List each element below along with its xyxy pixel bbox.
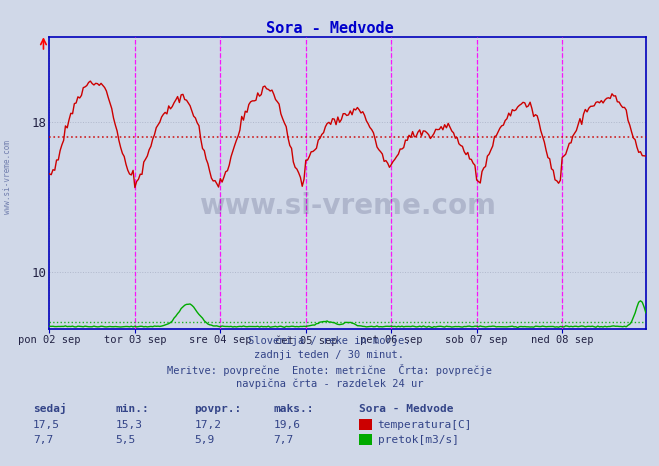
Text: temperatura[C]: temperatura[C]: [378, 420, 472, 430]
Text: 7,7: 7,7: [273, 435, 294, 445]
Text: zadnji teden / 30 minut.: zadnji teden / 30 minut.: [254, 350, 405, 360]
Text: 5,9: 5,9: [194, 435, 215, 445]
Text: 19,6: 19,6: [273, 420, 301, 430]
Text: maks.:: maks.:: [273, 404, 314, 414]
Text: Sora - Medvode: Sora - Medvode: [266, 21, 393, 36]
Text: Sora - Medvode: Sora - Medvode: [359, 404, 453, 414]
Text: www.si-vreme.com: www.si-vreme.com: [3, 140, 13, 214]
Text: pretok[m3/s]: pretok[m3/s]: [378, 435, 459, 445]
Text: 17,5: 17,5: [33, 420, 60, 430]
Text: sedaj: sedaj: [33, 404, 67, 414]
Text: 17,2: 17,2: [194, 420, 221, 430]
Text: 5,5: 5,5: [115, 435, 136, 445]
Text: Meritve: povprečne  Enote: metrične  Črta: povprečje: Meritve: povprečne Enote: metrične Črta:…: [167, 364, 492, 377]
Text: povpr.:: povpr.:: [194, 404, 242, 414]
Text: www.si-vreme.com: www.si-vreme.com: [199, 192, 496, 220]
Text: Slovenija / reke in morje.: Slovenija / reke in morje.: [248, 336, 411, 346]
Text: navpična črta - razdelek 24 ur: navpična črta - razdelek 24 ur: [236, 378, 423, 389]
Text: 7,7: 7,7: [33, 435, 53, 445]
Text: 15,3: 15,3: [115, 420, 142, 430]
Text: min.:: min.:: [115, 404, 149, 414]
